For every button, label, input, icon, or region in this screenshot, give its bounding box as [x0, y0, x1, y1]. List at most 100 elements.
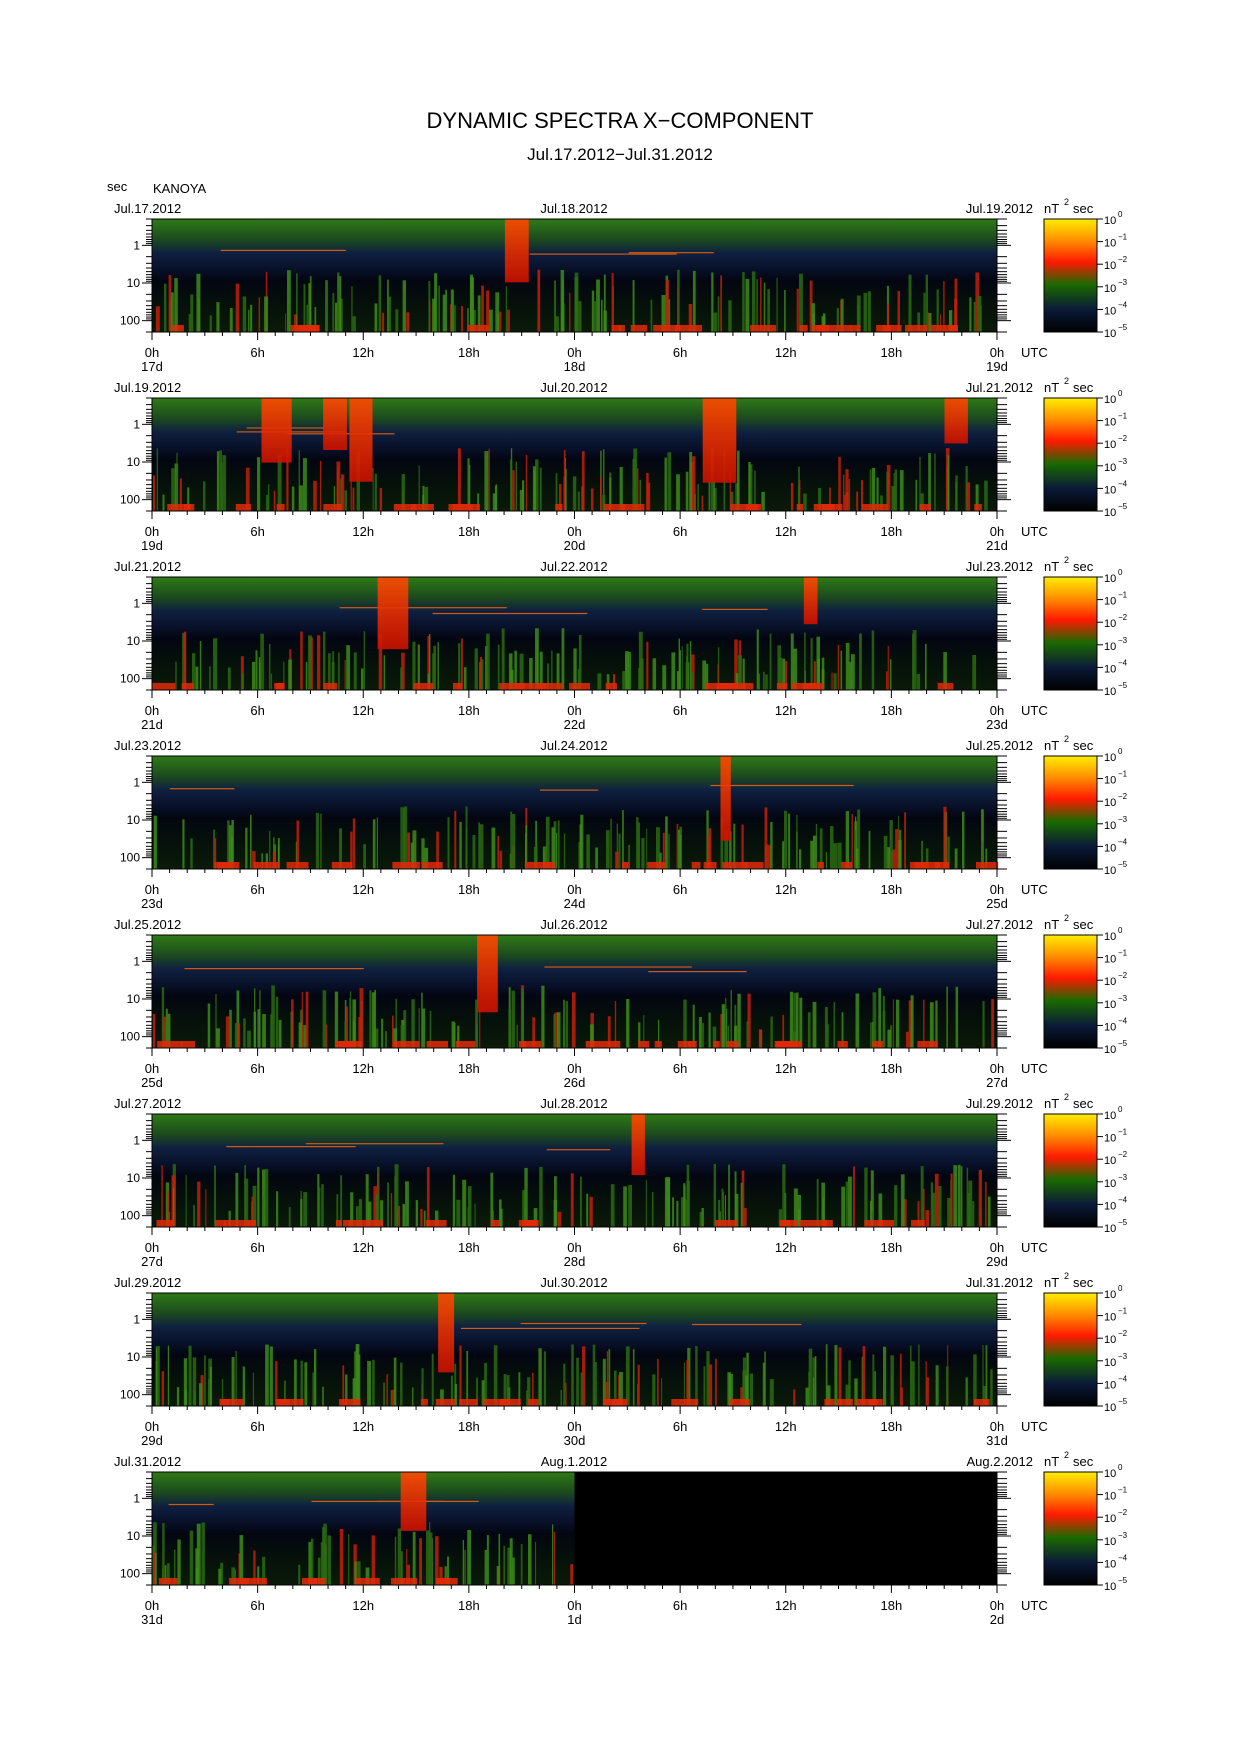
spectral-streak	[296, 273, 298, 332]
spectral-streak	[447, 817, 450, 869]
y-unit-label: sec	[107, 179, 128, 194]
spectral-streak	[175, 661, 177, 690]
colorbar-gradient	[1043, 218, 1098, 333]
spectral-streak	[901, 1387, 903, 1406]
spectral-streak	[387, 279, 389, 332]
spectral-streak	[928, 313, 932, 332]
y-tick-label: 100	[120, 1567, 140, 1581]
spectral-streak	[697, 484, 699, 511]
spectral-streak	[271, 985, 275, 1048]
spectral-patch	[158, 1578, 178, 1585]
day-label: 18d	[564, 359, 586, 374]
spectral-streak	[506, 1375, 510, 1406]
x-tick-label: 18h	[881, 1419, 903, 1434]
colorbar-tick-label: 10	[1104, 1178, 1116, 1190]
spectral-streak	[651, 1192, 654, 1227]
day-label: 31d	[986, 1433, 1008, 1448]
colorbar-tick-exp: −5	[1118, 502, 1128, 511]
spectral-streak	[511, 990, 515, 1048]
spectral-streak	[417, 644, 420, 690]
x-tick-label: 6h	[673, 1240, 687, 1255]
spectral-patch	[436, 1578, 451, 1585]
spectral-streak	[770, 821, 773, 869]
colorbar-tick-exp: −3	[1118, 1352, 1128, 1361]
spectral-streak	[592, 1344, 596, 1406]
spectral-streak	[886, 671, 888, 690]
spectral-patch	[411, 504, 434, 511]
spectral-patch	[360, 1220, 383, 1227]
spectrogram-background	[152, 1114, 997, 1227]
spectral-patch	[490, 1220, 501, 1227]
spectral-streak	[827, 1385, 831, 1406]
spectral-streak	[440, 1389, 444, 1406]
spectral-streak	[403, 806, 408, 869]
spectral-streak	[241, 673, 244, 690]
spectral-streak	[412, 641, 416, 690]
date-label-right: Jul.31.2012	[966, 1275, 1033, 1290]
colorbar-tick-exp: −4	[1118, 1374, 1128, 1383]
spectral-streak	[701, 1023, 704, 1048]
spectral-streak	[782, 1014, 785, 1048]
spectral-streak	[720, 817, 723, 869]
spectral-streak	[843, 474, 845, 511]
colorbar-tick-label: 10	[1104, 1223, 1116, 1235]
spectral-streak	[478, 822, 481, 869]
spectral-streak	[428, 1532, 433, 1585]
spectral-streak	[391, 1389, 396, 1406]
spectral-streak	[424, 486, 429, 511]
spectral-streak	[586, 834, 590, 869]
spectral-streak	[306, 304, 308, 332]
spectral-streak	[818, 487, 821, 511]
spectral-streak	[195, 666, 199, 690]
spectral-streak	[435, 1210, 439, 1227]
spectral-streak	[920, 1166, 924, 1227]
x-tick-label: 0h	[567, 1240, 581, 1255]
spectral-streak	[845, 1384, 850, 1406]
x-tick-label: 0h	[990, 1598, 1004, 1613]
spectral-streak	[278, 1019, 282, 1048]
date-label-mid: Jul.18.2012	[540, 201, 607, 216]
spectral-streak	[336, 1194, 339, 1227]
spectral-patch	[837, 1041, 848, 1048]
spectral-streak	[897, 290, 900, 332]
spectral-line	[546, 1149, 611, 1151]
spectral-streak	[889, 820, 893, 869]
spectral-streak	[245, 827, 248, 869]
spectral-streak	[862, 1346, 866, 1406]
spectral-streak	[520, 1544, 523, 1585]
spectral-streak	[533, 847, 538, 869]
spectral-streak	[606, 830, 610, 869]
spectral-streak	[527, 1377, 531, 1406]
spectral-streak	[711, 272, 714, 332]
spectral-streak	[162, 494, 165, 511]
spectral-streak	[639, 479, 641, 511]
spectral-streak	[793, 993, 796, 1048]
spectral-streak	[375, 1194, 379, 1227]
spectral-streak	[749, 1373, 753, 1406]
spectral-streak	[508, 1009, 512, 1048]
spectral-streak	[539, 651, 543, 690]
spectral-streak	[808, 1348, 813, 1406]
spectral-streak	[883, 1346, 887, 1406]
spectral-patch	[172, 325, 184, 332]
spectral-streak	[505, 286, 507, 332]
utc-label: UTC	[1021, 703, 1048, 718]
spectral-streak	[591, 290, 595, 332]
spectral-streak	[813, 835, 817, 869]
spectral-streak	[367, 1361, 371, 1406]
spectral-streak	[981, 841, 984, 869]
spectral-streak	[641, 838, 645, 869]
spectral-streak	[734, 1025, 738, 1048]
spectral-streak	[751, 271, 756, 332]
spectral-streak	[299, 485, 303, 511]
spectral-streak	[537, 269, 541, 332]
spectral-streak	[678, 829, 681, 869]
spectral-streak	[265, 1344, 269, 1406]
spectral-streak	[723, 1191, 725, 1227]
spectral-patch	[569, 683, 590, 690]
spectral-patch	[622, 862, 629, 869]
spectral-streak	[456, 1199, 461, 1227]
spectral-line	[544, 966, 692, 968]
spectral-streak	[854, 830, 856, 869]
